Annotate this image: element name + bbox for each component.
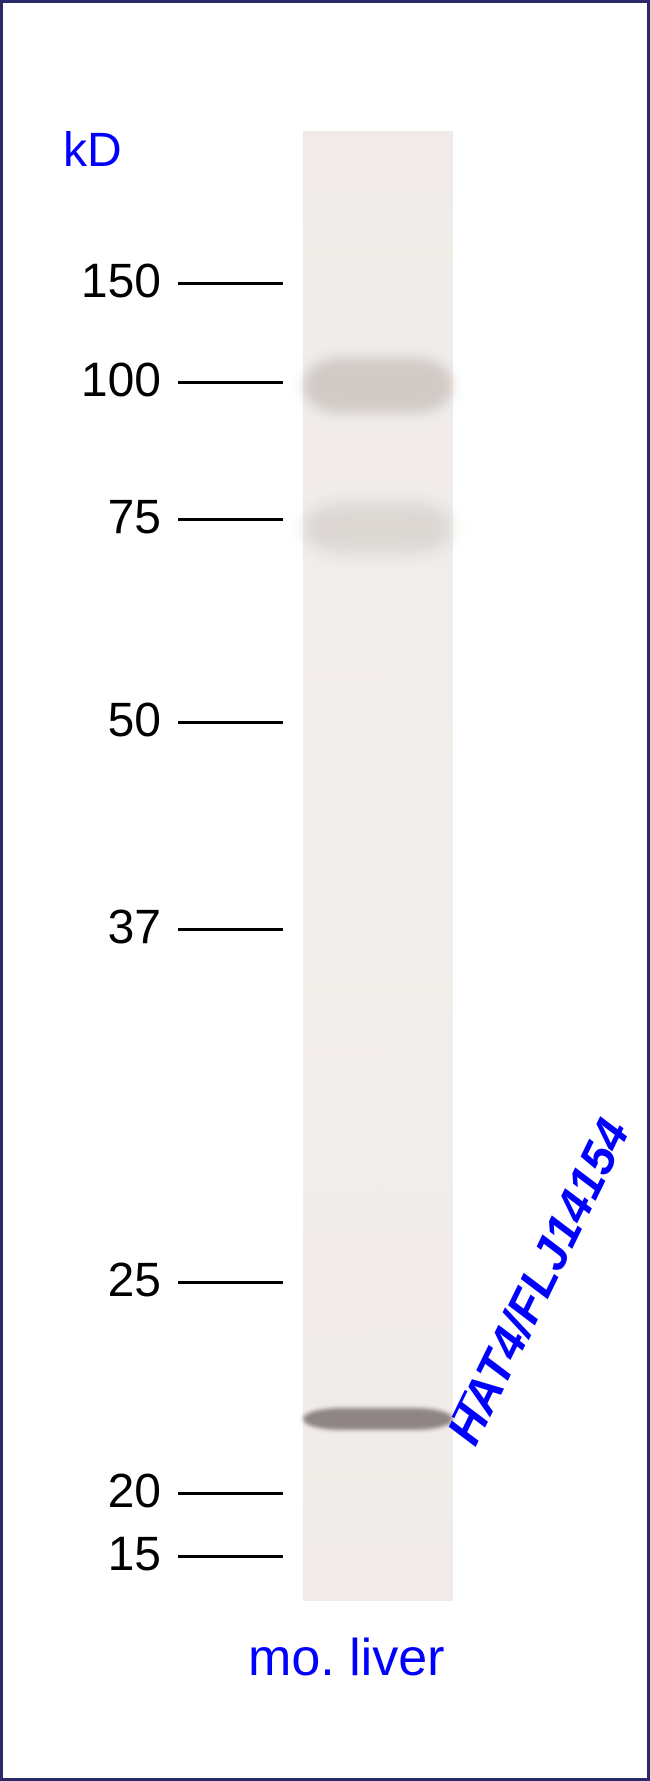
weight-label: 15 <box>88 1527 161 1582</box>
ladder-tick <box>178 1492 283 1495</box>
weight-label: 25 <box>88 1253 161 1308</box>
blot-band <box>303 503 453 553</box>
unit-label: kD <box>63 123 122 178</box>
ladder-tick <box>178 381 283 384</box>
ladder-tick <box>178 1555 283 1558</box>
blot-band <box>303 1408 453 1430</box>
weight-label: 75 <box>88 490 161 545</box>
weight-label: 150 <box>61 254 161 309</box>
blot-lane <box>303 131 453 1601</box>
weight-label: 20 <box>88 1464 161 1519</box>
weight-label: 100 <box>61 353 161 408</box>
ladder-tick <box>178 1281 283 1284</box>
blot-band <box>303 358 453 413</box>
ladder-tick <box>178 518 283 521</box>
band-annotation-label: HAT4/FLJ14154 <box>437 1111 642 1453</box>
ladder-tick <box>178 928 283 931</box>
sample-label: mo. liver <box>248 1628 444 1688</box>
weight-label: 50 <box>88 693 161 748</box>
ladder-tick <box>178 721 283 724</box>
ladder-tick <box>178 282 283 285</box>
weight-label: 37 <box>88 900 161 955</box>
